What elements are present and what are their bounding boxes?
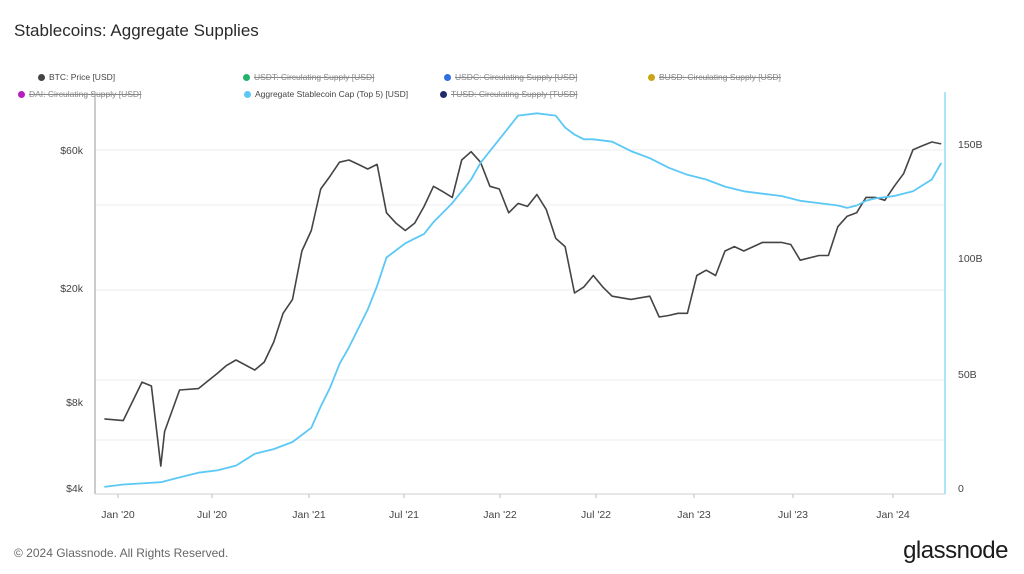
legend-dot-icon	[244, 90, 251, 98]
legend-dot-icon	[38, 73, 45, 81]
btc-price-line	[104, 141, 942, 467]
y-right-tick-label: 0	[958, 483, 964, 495]
y-left-tick-label: $8k	[66, 397, 84, 409]
legend-dot-icon	[243, 73, 250, 81]
x-tick-label: Jan '24	[876, 509, 910, 521]
x-tick-label: Jan '21	[292, 509, 326, 521]
legend-label: BUSD: Circulating Supply [USD]	[659, 72, 781, 82]
legend-item[interactable]: USDT: Circulating Supply [USD]	[243, 72, 374, 82]
legend-label: Aggregate Stablecoin Cap (Top 5) [USD]	[255, 89, 409, 99]
y-right-tick-label: 100B	[958, 253, 983, 265]
stablecoin-cap-line	[104, 112, 942, 488]
glassnode-logo: glassnode	[903, 537, 1008, 564]
legend-item[interactable]: Aggregate Stablecoin Cap (Top 5) [USD]	[244, 89, 408, 99]
y-left-tick-label: $60k	[60, 145, 84, 157]
y-left-tick-label: $20k	[60, 283, 84, 295]
legend-label: TUSD: Circulating Supply [TUSD]	[451, 89, 578, 99]
legend-dot-icon	[440, 90, 447, 98]
legend-label: USDT: Circulating Supply [USD]	[254, 72, 375, 82]
legend-label: DAI: Circulating Supply [USD]	[29, 89, 142, 99]
legend-item[interactable]: DAI: Circulating Supply [USD]	[18, 89, 141, 99]
chart-title: Stablecoins: Aggregate Supplies	[14, 21, 259, 40]
x-tick-label: Jul '22	[581, 509, 611, 521]
x-tick-label: Jul '23	[778, 509, 808, 521]
legend-item[interactable]: BTC: Price [USD]	[38, 72, 115, 82]
legend-dot-icon	[648, 73, 655, 81]
legend-label: USDC: Circulating Supply [USD]	[455, 72, 578, 82]
footer-copyright: © 2024 Glassnode. All Rights Reserved.	[14, 546, 229, 560]
legend-dot-icon	[444, 73, 451, 81]
x-tick-label: Jan '23	[677, 509, 711, 521]
x-tick-label: Jul '20	[197, 509, 227, 521]
y-right-tick-label: 50B	[958, 369, 977, 381]
x-tick-label: Jan '22	[483, 509, 517, 521]
x-tick-label: Jan '20	[101, 509, 135, 521]
legend-item[interactable]: USDC: Circulating Supply [USD]	[444, 72, 577, 82]
y-left-tick-label: $4k	[66, 483, 84, 495]
legend-item[interactable]: TUSD: Circulating Supply [TUSD]	[440, 89, 578, 99]
legend-dot-icon	[18, 90, 25, 98]
x-tick-label: Jul '21	[389, 509, 419, 521]
legend-item[interactable]: BUSD: Circulating Supply [USD]	[648, 72, 781, 82]
legend-label: BTC: Price [USD]	[49, 72, 116, 82]
y-right-tick-label: 150B	[958, 139, 983, 151]
